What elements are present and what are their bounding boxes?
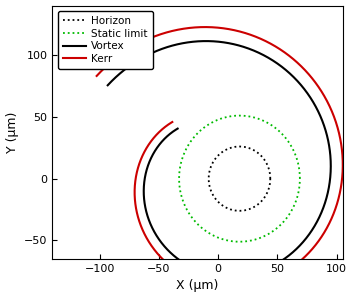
Horizon: [223, 148, 227, 152]
Static limit: [189, 139, 193, 143]
Legend: Horizon, Static limit, Vortex, Kerr: Horizon, Static limit, Vortex, Kerr: [58, 11, 152, 69]
Horizon: [216, 201, 221, 204]
Kerr: [203, 25, 207, 29]
Horizon: [268, 177, 273, 181]
Horizon: [213, 158, 217, 161]
Y-axis label: Y (μm): Y (μm): [6, 112, 19, 153]
Static limit: [298, 177, 302, 181]
Vortex: [308, 232, 312, 235]
Kerr: [318, 237, 322, 241]
Static limit: [298, 177, 302, 181]
Horizon: [233, 209, 238, 212]
Static limit: [209, 121, 213, 125]
Line: Vortex: Vortex: [108, 41, 331, 276]
Static limit: [237, 114, 241, 117]
Horizon: [237, 145, 241, 148]
Kerr: [159, 128, 163, 132]
Vortex: [228, 274, 233, 278]
Horizon: [232, 209, 237, 212]
Kerr: [95, 74, 99, 78]
Static limit: [237, 240, 241, 243]
Horizon: [268, 177, 273, 181]
Vortex: [143, 55, 147, 58]
Static limit: [281, 134, 286, 137]
Vortex: [146, 217, 150, 220]
Kerr: [135, 42, 139, 46]
Vortex: [204, 39, 208, 43]
Static limit: [229, 239, 234, 243]
Vortex: [106, 83, 110, 87]
X-axis label: X (μm): X (μm): [176, 280, 219, 292]
Kerr: [305, 253, 309, 257]
Vortex: [166, 134, 170, 137]
Static limit: [228, 239, 232, 243]
Kerr: [159, 128, 163, 132]
Horizon: [260, 155, 264, 159]
Vortex: [175, 127, 180, 131]
Horizon: [237, 209, 241, 212]
Line: Kerr: Kerr: [97, 27, 343, 287]
Kerr: [170, 120, 174, 124]
Static limit: [197, 223, 201, 227]
Line: Horizon: Horizon: [209, 147, 270, 211]
Vortex: [296, 246, 300, 249]
Line: Static limit: Static limit: [179, 116, 300, 242]
Vortex: [166, 134, 170, 137]
Kerr: [138, 221, 142, 225]
Kerr: [229, 285, 233, 289]
